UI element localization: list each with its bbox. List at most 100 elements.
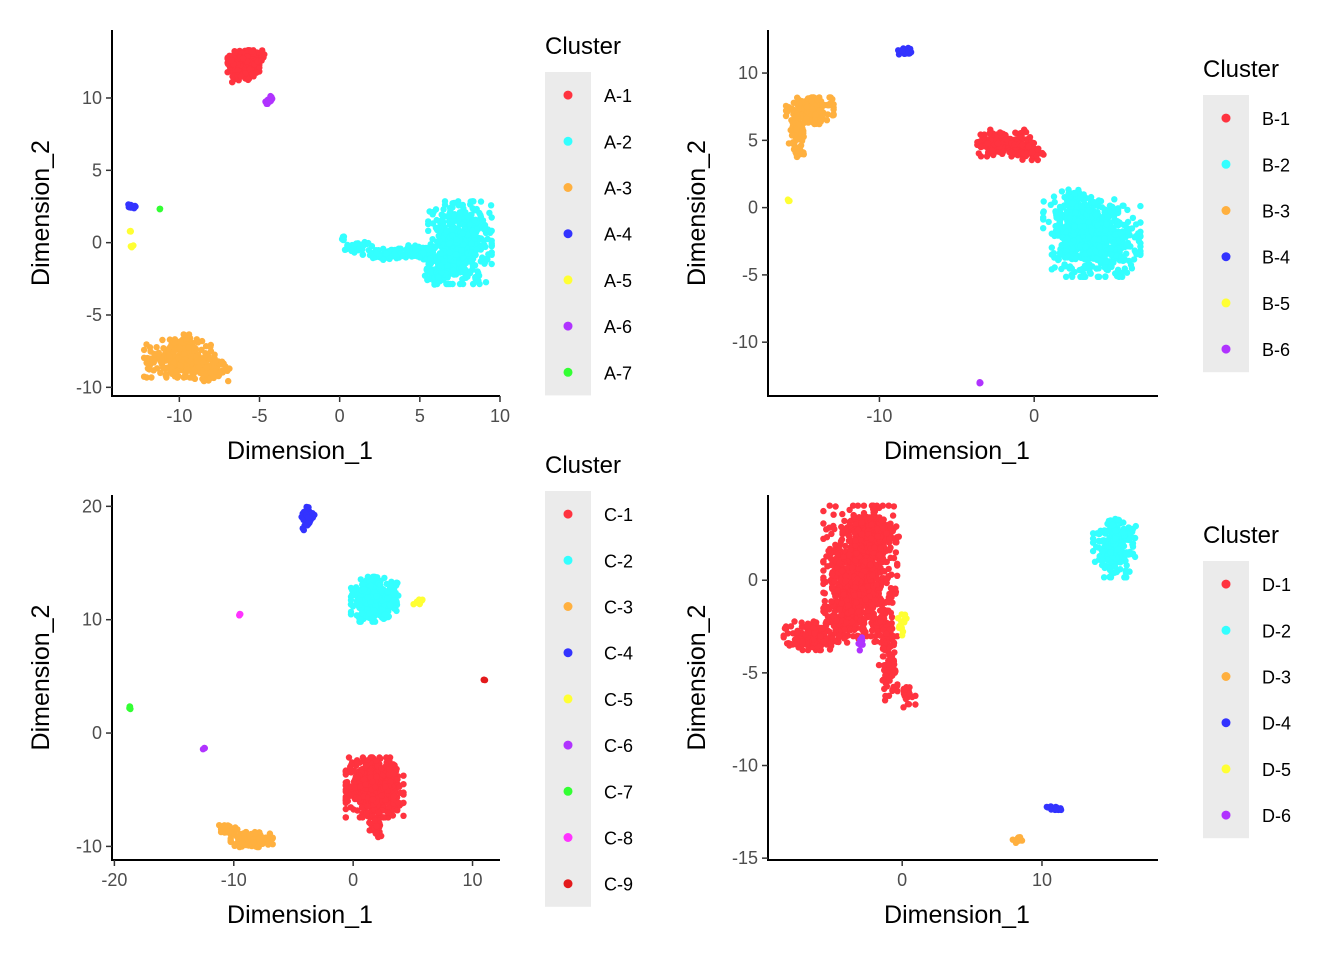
point — [357, 616, 364, 623]
legend-label: C-7 — [604, 782, 633, 802]
point — [309, 510, 316, 517]
point — [826, 94, 833, 101]
legend-title: Cluster — [545, 452, 621, 479]
point — [435, 274, 442, 281]
point — [355, 795, 362, 803]
point — [1133, 251, 1140, 258]
point — [808, 98, 815, 105]
legend-swatch — [563, 136, 573, 146]
point — [469, 263, 477, 270]
point — [420, 249, 427, 256]
legend-swatch — [1221, 113, 1231, 123]
point — [808, 105, 816, 113]
x-axis-title: Dimension_1 — [227, 437, 373, 465]
series-B-3 — [782, 94, 837, 161]
point — [1068, 265, 1076, 272]
point — [829, 112, 836, 119]
point — [820, 567, 827, 574]
point — [1118, 253, 1125, 260]
point — [1045, 218, 1052, 226]
point — [143, 341, 150, 348]
series-A-7 — [156, 205, 164, 213]
series-C-3 — [216, 822, 276, 851]
point — [879, 502, 886, 509]
point — [443, 227, 450, 235]
point — [1094, 222, 1101, 229]
point — [1061, 262, 1069, 270]
point — [1050, 250, 1058, 257]
point — [847, 546, 854, 553]
point — [394, 807, 401, 814]
point — [832, 541, 839, 548]
point — [227, 828, 234, 836]
point — [1101, 227, 1109, 234]
chart-panel-1: -10 -5 0 5 10-10-50510Dimension_1Dimension_2… — [27, 30, 632, 465]
point — [435, 237, 443, 244]
point — [351, 784, 359, 791]
point — [1082, 243, 1089, 250]
point — [878, 597, 885, 604]
point — [1090, 198, 1097, 206]
point — [484, 256, 491, 263]
point — [1072, 255, 1079, 263]
point — [1088, 227, 1095, 235]
point — [861, 558, 869, 565]
point — [868, 601, 875, 608]
point — [486, 209, 493, 217]
point — [393, 582, 400, 589]
legend-label: A-2 — [604, 132, 632, 152]
point — [475, 277, 482, 284]
point — [368, 243, 376, 250]
legend-label: B-1 — [1262, 109, 1290, 129]
point — [364, 573, 372, 580]
point — [456, 209, 464, 216]
point — [817, 118, 824, 125]
point — [1095, 265, 1102, 272]
point — [379, 606, 386, 613]
point — [125, 203, 132, 211]
point — [384, 588, 391, 595]
point — [413, 598, 421, 605]
point — [174, 374, 181, 381]
point — [202, 343, 210, 350]
point — [1107, 251, 1115, 258]
point — [191, 344, 198, 351]
point — [1125, 229, 1132, 236]
point — [429, 211, 436, 218]
legend-swatch — [563, 740, 573, 750]
legend-swatch — [563, 229, 573, 239]
point — [894, 560, 901, 567]
points — [125, 47, 495, 385]
x-tick-label: 5 — [415, 406, 425, 426]
point — [158, 358, 165, 365]
point — [887, 585, 895, 592]
x-tick-label: 0 — [335, 406, 345, 426]
point — [1114, 209, 1122, 217]
point — [225, 377, 232, 385]
point — [160, 345, 167, 352]
point — [470, 280, 477, 288]
point — [996, 129, 1004, 136]
point — [459, 201, 466, 209]
point — [1115, 268, 1122, 275]
point — [126, 228, 134, 235]
point — [191, 375, 199, 382]
point — [348, 247, 355, 255]
series-A-2 — [338, 198, 495, 288]
y-axis-title: Dimension_2 — [683, 140, 711, 286]
y-tick-label: 5 — [92, 160, 102, 180]
point — [1072, 209, 1079, 216]
point — [1124, 206, 1131, 214]
point — [1075, 217, 1082, 225]
point — [456, 269, 464, 276]
y-tick-label: -10 — [732, 332, 758, 352]
point — [438, 217, 445, 224]
point — [374, 574, 381, 581]
point — [425, 220, 432, 228]
series-B-6 — [976, 379, 984, 387]
point — [261, 51, 268, 58]
point — [839, 510, 846, 518]
point — [256, 64, 263, 71]
point — [373, 250, 380, 258]
